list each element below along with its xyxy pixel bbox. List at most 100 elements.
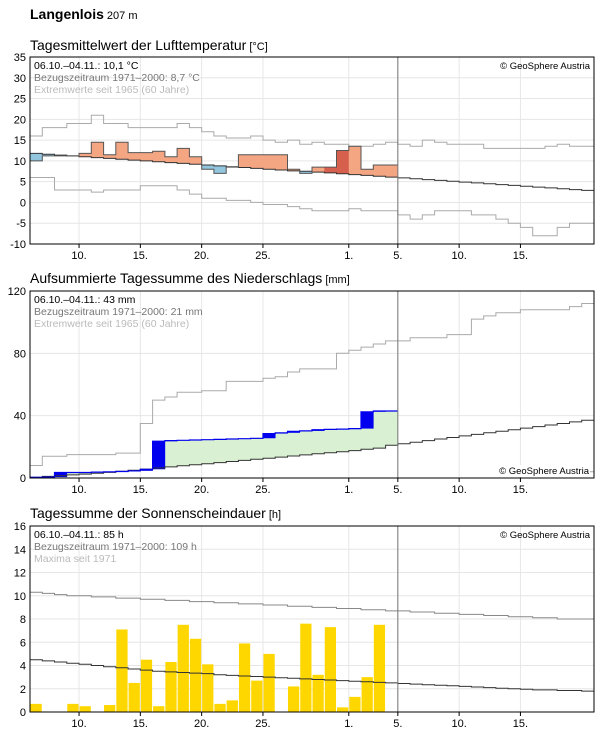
precip-daily-bar bbox=[152, 441, 166, 470]
y-tick-label: 4 bbox=[20, 661, 26, 673]
plot-frame bbox=[29, 56, 595, 245]
temperature-unit: [°C] bbox=[249, 41, 268, 53]
temperature-bar bbox=[115, 142, 129, 160]
x-tick-label: 15. bbox=[133, 484, 148, 496]
legend-line-1: 06.10.–04.11.: 10,1 °C bbox=[34, 60, 139, 72]
temperature-bar bbox=[299, 171, 313, 174]
x-tick-label: 10. bbox=[451, 484, 466, 496]
station-altitude: 207 m bbox=[106, 10, 138, 22]
legend-line-2: Bezugszeitraum 1971–2000: 21 mm bbox=[34, 306, 203, 318]
extreme-max-line bbox=[30, 303, 594, 466]
x-tick-label: 1. bbox=[344, 718, 353, 729]
precipitation-title-text: Aufsummierte Tagessumme des Niederschlag… bbox=[30, 270, 323, 286]
precip-surplus-area bbox=[336, 429, 350, 452]
x-tick-label: 10. bbox=[451, 718, 466, 729]
precipitation-title: Aufsummierte Tagessumme des Niederschlag… bbox=[30, 270, 350, 286]
temperature-bar bbox=[152, 151, 166, 162]
precip-surplus-area bbox=[262, 433, 276, 459]
sunshine-bar bbox=[128, 682, 140, 712]
x-tick-label: 20. bbox=[194, 250, 209, 262]
precip-surplus-area bbox=[373, 410, 386, 449]
sunshine-bar bbox=[116, 629, 128, 712]
temperature-bar bbox=[262, 154, 276, 170]
sunshine-unit: [h] bbox=[268, 509, 282, 521]
precip-surplus-area bbox=[164, 440, 178, 467]
y-tick-label: 35 bbox=[14, 52, 26, 64]
precip-surplus-area bbox=[189, 439, 202, 465]
temperature-bar bbox=[238, 154, 251, 168]
temperature-bar bbox=[312, 167, 325, 173]
precip-surplus-area bbox=[213, 439, 227, 463]
sunshine-bar bbox=[287, 686, 300, 712]
x-tick-label: 20. bbox=[194, 718, 209, 729]
temperature-bar bbox=[30, 153, 43, 161]
x-tick-label: 25. bbox=[255, 484, 270, 496]
daily-mean-line bbox=[30, 141, 398, 174]
precip-daily-bar bbox=[140, 469, 153, 471]
sunshine-bar bbox=[189, 638, 202, 712]
temperature-bar bbox=[336, 150, 350, 174]
legend-line-3: Maxima seit 1971 bbox=[34, 553, 116, 565]
temperature-bar bbox=[348, 146, 362, 175]
precipitation-unit: [mm] bbox=[325, 274, 350, 286]
x-tick-label: 25. bbox=[255, 718, 270, 729]
sunshine-bar bbox=[30, 703, 42, 712]
legend-line-1: 06.10.–04.11.: 85 h bbox=[34, 529, 124, 541]
y-tick-label: 12 bbox=[14, 568, 26, 580]
precip-surplus-area bbox=[348, 428, 362, 451]
precip-surplus-area bbox=[177, 440, 190, 466]
sunshine-title-text: Tagessumme der Sonnenscheindauer bbox=[30, 505, 266, 521]
precip-surplus-area bbox=[250, 438, 264, 460]
y-tick-label: 0 bbox=[20, 197, 26, 209]
sunshine-bar bbox=[251, 680, 263, 712]
sunshine-title: Tagessumme der Sonnenscheindauer [h] bbox=[30, 505, 281, 521]
x-tick-label: 15. bbox=[133, 718, 148, 729]
temperature-bar bbox=[42, 154, 55, 156]
copyright-sunshine: © GeoSphere Austria bbox=[500, 530, 591, 541]
temperature-bar bbox=[361, 169, 374, 176]
temperature-bar bbox=[201, 165, 215, 170]
x-tick-label: 25. bbox=[255, 250, 270, 262]
copyright-temperature: © GeoSphere Austria bbox=[500, 61, 591, 72]
sunshine-bar bbox=[79, 706, 91, 712]
precip-surplus-area bbox=[226, 439, 239, 462]
x-tick-label: 15. bbox=[133, 250, 148, 262]
sunshine-bar bbox=[238, 643, 251, 712]
precip-surplus-area bbox=[79, 472, 92, 475]
sunshine-bar bbox=[337, 707, 349, 712]
precip-daily-bar bbox=[287, 431, 301, 433]
precip-surplus-area bbox=[299, 430, 313, 455]
extreme-min-line bbox=[30, 177, 594, 237]
y-tick-label: 6 bbox=[20, 637, 26, 649]
x-tick-label: 5. bbox=[393, 718, 402, 729]
x-tick-label: 5. bbox=[393, 484, 402, 496]
sunshine-bar bbox=[165, 662, 177, 712]
legend-line-2: Bezugszeitraum 1971–2000: 8,7 °C bbox=[34, 72, 200, 84]
copyright-bg bbox=[490, 465, 590, 477]
copyright-precipitation: © GeoSphere Austria bbox=[499, 466, 590, 477]
maxima-line bbox=[30, 591, 594, 620]
temperature-bar bbox=[275, 154, 288, 171]
temperature-bar bbox=[373, 165, 386, 177]
sunshine-bar bbox=[373, 624, 386, 712]
extreme-max-line bbox=[30, 114, 594, 149]
y-tick-label: 80 bbox=[14, 348, 26, 360]
y-tick-label: 0 bbox=[20, 707, 26, 719]
sunshine-bar bbox=[177, 624, 189, 712]
y-tick-label: 14 bbox=[14, 544, 26, 556]
precip-surplus-area bbox=[385, 410, 399, 446]
sunshine-bar bbox=[300, 623, 312, 712]
y-tick-label: -5 bbox=[16, 218, 26, 230]
temperature-bar bbox=[140, 152, 153, 161]
sunshine-bar bbox=[312, 674, 324, 712]
temperature-bar bbox=[287, 169, 301, 171]
station-header: Langenlois 207 m bbox=[30, 6, 137, 22]
y-tick-label: 120 bbox=[8, 286, 26, 298]
temperature-bar bbox=[79, 153, 92, 157]
station-name: Langenlois bbox=[30, 6, 104, 22]
legend-line-3: Extremwerte seit 1965 (60 Jahre) bbox=[34, 84, 189, 96]
temperature-title-text: Tagesmittelwert der Lufttemperatur bbox=[30, 37, 247, 53]
y-tick-label: 25 bbox=[14, 94, 26, 106]
